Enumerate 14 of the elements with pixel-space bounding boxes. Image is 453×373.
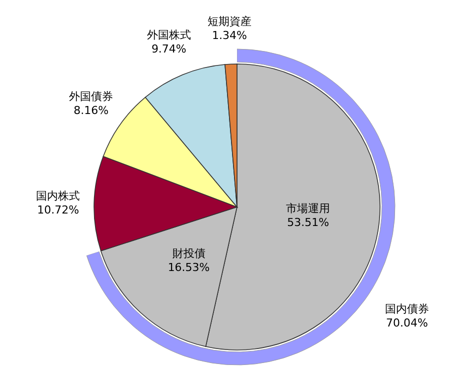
- data-label: 1.34%: [212, 29, 247, 42]
- data-label: 70.04%: [386, 316, 428, 330]
- data-label: 10.72%: [37, 204, 80, 216]
- slice-label: 国内債券: [385, 302, 430, 316]
- slice-label: 市場運用: [286, 202, 330, 215]
- slice-label: 外国債券: [69, 90, 114, 104]
- slice-label: 財投債: [172, 246, 206, 260]
- data-label: 53.51%: [287, 216, 330, 229]
- slice-label: 国内株式: [36, 190, 80, 202]
- slice-label: 短期資産: [207, 15, 252, 28]
- data-label: 16.53%: [168, 260, 210, 274]
- data-label: 9.74%: [151, 42, 186, 56]
- slice-label: 外国株式: [146, 28, 191, 42]
- data-label: 8.16%: [74, 104, 109, 118]
